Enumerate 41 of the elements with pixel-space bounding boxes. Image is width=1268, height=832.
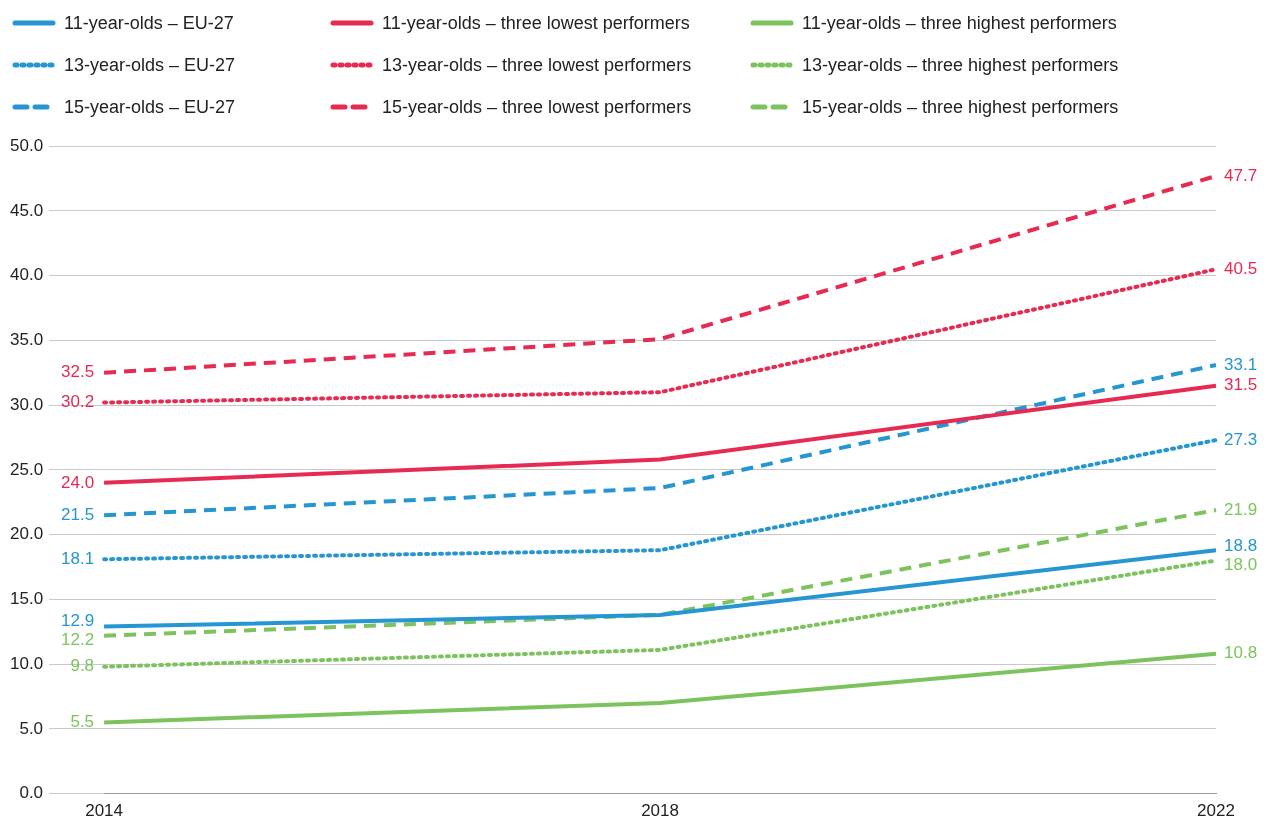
legend-label: 15-year-olds – EU-27: [64, 96, 236, 118]
data-label: 30.2: [60, 392, 95, 412]
y-tick-label: 30.0: [9, 394, 44, 414]
legend-label: 13-year-olds – three highest performers: [802, 54, 1119, 76]
legend-label: 13-year-olds – three lowest performers: [382, 54, 692, 76]
data-label: 21.9: [1224, 499, 1258, 519]
y-tick-label: 50.0: [9, 135, 44, 155]
data-label: 12.2: [60, 630, 95, 650]
data-label: 5.5: [70, 712, 95, 732]
y-tick-label: 10.0: [9, 653, 44, 673]
y-tick-label: 20.0: [9, 524, 44, 544]
data-label: 33.1: [1224, 354, 1258, 374]
y-tick-label: 5.0: [19, 718, 44, 738]
data-label: 31.5: [1224, 375, 1258, 395]
y-tick-label: 25.0: [9, 459, 44, 479]
data-label: 18.8: [1224, 535, 1258, 555]
data-label: 32.5: [60, 362, 95, 382]
y-tick-label: 15.0: [9, 589, 44, 609]
x-tick-label: 2022: [1197, 801, 1235, 821]
y-tick-label: 0.0: [19, 783, 44, 803]
data-label: 10.8: [1224, 643, 1258, 663]
legend-label: 15-year-olds – three lowest performers: [382, 96, 692, 118]
legend-label: 13-year-olds – EU-27: [64, 54, 236, 76]
x-tick-label: 2014: [85, 801, 123, 821]
data-label: 40.5: [1224, 258, 1258, 278]
data-label: 12.9: [60, 611, 95, 631]
data-label: 21.5: [60, 504, 95, 524]
data-label: 18.1: [60, 548, 95, 568]
data-label: 27.3: [1224, 429, 1258, 449]
data-label: 18.0: [1224, 554, 1258, 574]
y-tick-label: 45.0: [9, 200, 44, 220]
legend-label: 11-year-olds – three lowest performers: [382, 12, 690, 34]
data-label: 47.7: [1224, 165, 1258, 185]
legend-label: 15-year-olds – three highest performers: [802, 96, 1119, 118]
data-label: 9.8: [70, 656, 95, 676]
x-tick-label: 2018: [641, 801, 679, 821]
y-tick-label: 40.0: [9, 265, 44, 285]
legend-label: 11-year-olds – EU-27: [64, 12, 234, 34]
legend-label: 11-year-olds – three highest performers: [802, 12, 1117, 34]
y-tick-label: 35.0: [9, 330, 44, 350]
data-label: 24.0: [60, 472, 95, 492]
